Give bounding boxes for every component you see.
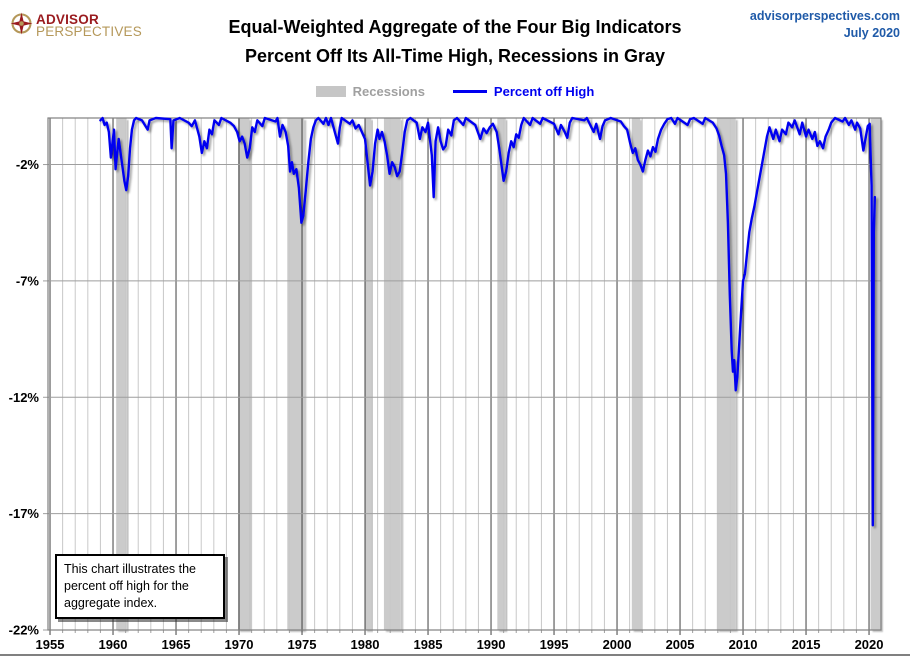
legend-item-percent-off-high: Percent off High (452, 84, 595, 99)
source-site-link[interactable]: advisorperspectives.com (749, 9, 900, 23)
recession-band (716, 118, 736, 630)
footer-rule (0, 654, 910, 656)
chart-title: Equal-Weighted Aggregate of the Four Big… (0, 13, 910, 71)
recession-band (497, 118, 506, 630)
legend-percent-off-high-label: Percent off High (493, 84, 595, 99)
annotation-text: This chart illustrates the percent off h… (64, 562, 196, 610)
x-tick-label: 1975 (288, 637, 317, 652)
x-tick-label: 1985 (414, 637, 443, 652)
recession-swatch-icon (315, 86, 346, 97)
x-tick-label: 1990 (477, 637, 506, 652)
y-tick-label: -2% (16, 157, 40, 172)
grid-minor-vertical (62, 118, 857, 633)
x-tick-label: 1995 (540, 637, 569, 652)
recession-band (631, 118, 641, 630)
recession-band (383, 118, 401, 630)
grid-major-vertical (49, 118, 870, 635)
chart-title-line2: Percent Off Its All-Time High, Recession… (244, 46, 666, 66)
recession-bands (116, 118, 881, 630)
x-tick-label: 2015 (792, 637, 821, 652)
recession-band (365, 118, 372, 630)
x-tick-label: 1955 (36, 637, 65, 652)
y-tick-label: -22% (9, 623, 40, 638)
chart-title-line1: Equal-Weighted Aggregate of the Four Big… (228, 17, 682, 37)
recession-band (287, 118, 305, 630)
recession-band (870, 118, 881, 630)
logo-wordmark: ADVISOR PERSPECTIVES (36, 12, 142, 37)
y-tick-label: -7% (16, 273, 40, 288)
x-tick-label: 2000 (603, 637, 632, 652)
advisor-perspectives-logo: ADVISOR PERSPECTIVES (10, 12, 142, 40)
recession-band (116, 118, 127, 630)
y-tick-label: -12% (9, 390, 40, 405)
legend-item-recessions: Recessions (315, 84, 425, 99)
y-axis-labels: -2% -7% -12% -17% -22% (9, 157, 40, 637)
annotation-box: This chart illustrates the percent off h… (55, 554, 225, 619)
logo-word-perspectives: PERSPECTIVES (36, 23, 142, 39)
source-block: advisorperspectives.com July 2020 (750, 8, 900, 42)
x-tick-label: 2010 (729, 637, 758, 652)
x-tick-label: 2020 (855, 637, 884, 652)
y-tick-label: -17% (9, 506, 40, 521)
x-tick-label: 1965 (162, 637, 191, 652)
legend-recessions-label: Recessions (352, 84, 425, 99)
recession-band (238, 118, 250, 630)
x-tick-label: 2005 (666, 637, 695, 652)
x-tick-label: 1980 (351, 637, 380, 652)
line-swatch-icon (452, 90, 487, 93)
x-tick-label: 1960 (99, 637, 128, 652)
compass-icon (10, 12, 33, 40)
x-axis-labels: 1955 1960 1965 1970 1975 1980 1985 1990 1995 2000… (36, 637, 884, 652)
source-date: July 2020 (843, 26, 900, 40)
percent-off-high-line (99, 116, 877, 527)
chart-legend: Recessions Percent off High (0, 84, 910, 99)
plot-border (47, 117, 882, 631)
logo-word-advisor: ADVISOR (36, 12, 99, 27)
x-tick-label: 1970 (225, 637, 254, 652)
